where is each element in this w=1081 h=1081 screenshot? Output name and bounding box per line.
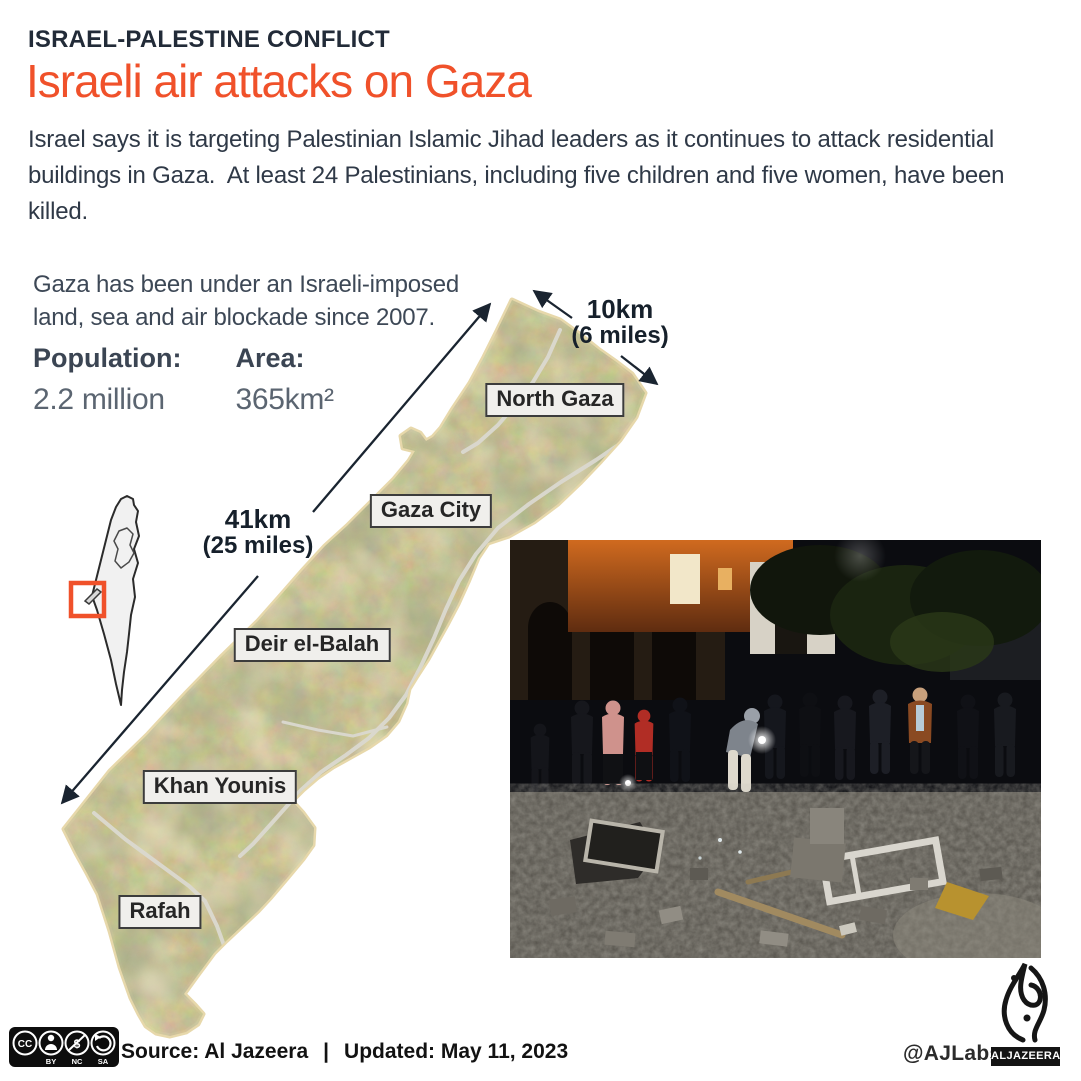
destruction-photo	[510, 530, 1063, 977]
inset-highlight-box	[68, 580, 107, 619]
by-icon	[38, 1030, 64, 1056]
area-label: Area:	[235, 343, 305, 373]
length-arrow-upper	[312, 302, 492, 513]
length-dimension-label: 41km (25 miles)	[202, 504, 314, 559]
blockade-note: Gaza has been under an Israeli-imposed l…	[33, 271, 459, 331]
area-value: 365km²	[235, 383, 334, 416]
nc-icon: $	[64, 1030, 90, 1056]
map-label-deir-el-balah: Deir el-Balah	[233, 628, 391, 662]
population-stat: Population: 2.2 million	[33, 343, 181, 417]
width-dimension-label: 10km (6 miles)	[571, 294, 669, 349]
ajlabs-handle: @AJLabs	[903, 1042, 1002, 1065]
updated-text: Updated: May 11, 2023	[344, 1040, 569, 1063]
gaza-sliver	[83, 588, 103, 605]
map-label-khan-younis: Khan Younis	[142, 770, 298, 804]
west-bank-outline	[113, 527, 135, 569]
kicker: ISRAEL-PALESTINE CONFLICT	[28, 26, 390, 53]
israel-locator-inset	[68, 495, 140, 706]
svg-text:$: $	[74, 1037, 81, 1051]
svg-text:BY: BY	[46, 1057, 56, 1066]
photo-illustration	[510, 530, 1063, 977]
width-arrow-lower	[620, 355, 659, 386]
svg-text:NC: NC	[72, 1057, 83, 1066]
divider: |	[323, 1040, 330, 1063]
population-label: Population:	[33, 343, 182, 373]
night-buildings	[510, 530, 1050, 700]
svg-text:SA: SA	[98, 1057, 109, 1066]
area-stat: Area: 365km²	[235, 343, 334, 417]
figure-bending	[726, 708, 760, 792]
cc-icon: CC	[18, 1039, 32, 1050]
map-label-north-gaza: North Gaza	[485, 383, 625, 417]
rubble-ground	[510, 792, 1063, 977]
source-line: Source: Al Jazeera | Updated: May 11, 20…	[121, 1040, 568, 1064]
al-jazeera-wordmark: ALJAZEERA	[991, 1047, 1060, 1066]
israel-outline	[91, 495, 140, 706]
width-arrow-upper	[532, 289, 573, 319]
crowd-figures	[530, 687, 1016, 796]
sa-icon	[90, 1030, 116, 1056]
intro-paragraph: Israel says it is targeting Palestinian …	[28, 126, 1011, 225]
population-value: 2.2 million	[33, 383, 165, 416]
al-jazeera-logo-icon	[1001, 962, 1048, 1043]
cc-license-badge: CC $ BY NC SA	[9, 1027, 119, 1067]
dimension-arrows	[60, 289, 659, 805]
figure-brown-jacket	[908, 687, 932, 774]
length-arrow-lower	[60, 575, 259, 805]
map-label-gaza-city: Gaza City	[369, 494, 493, 528]
stats-row: Population: 2.2 million Area: 365km²	[33, 343, 334, 417]
source-text: Source: Al Jazeera	[121, 1040, 309, 1063]
page-title: Israeli air attacks on Gaza	[26, 55, 532, 107]
map-label-rafah: Rafah	[118, 895, 202, 929]
